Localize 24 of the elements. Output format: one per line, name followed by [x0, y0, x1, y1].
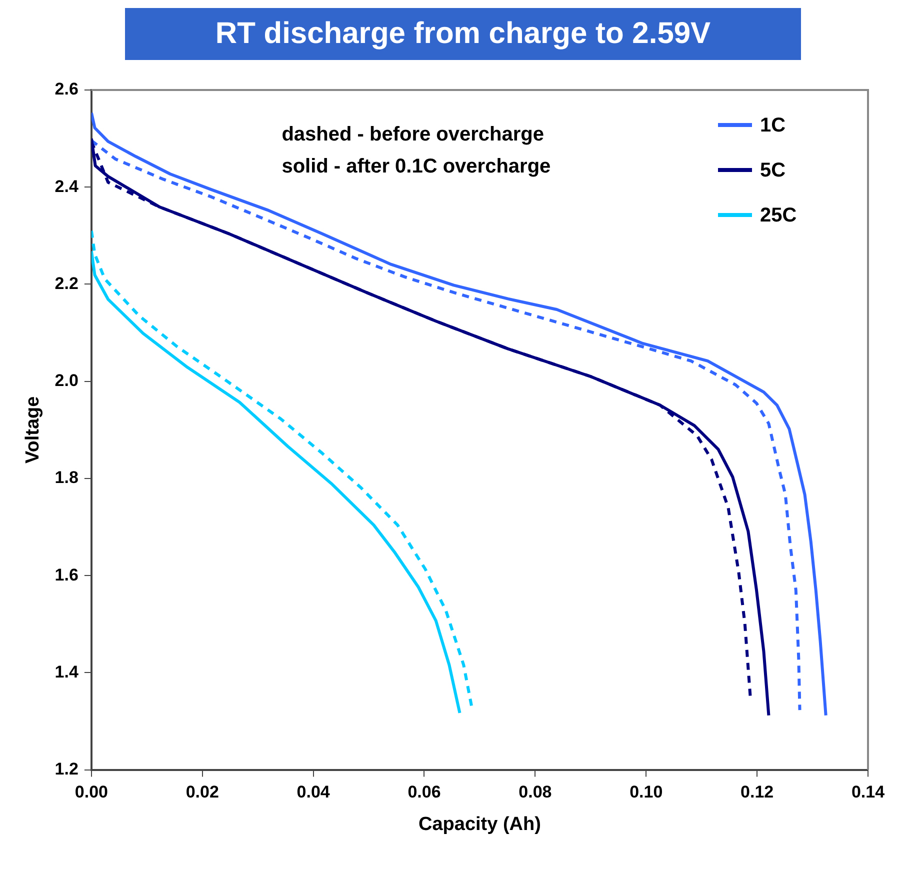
y-tick-label: 1.6 — [54, 565, 78, 584]
x-tick-label: 0.04 — [296, 782, 330, 802]
x-tick-label: 0.14 — [851, 782, 886, 802]
x-tick-label: 0.00 — [74, 782, 108, 802]
annotation: dashed - before overcharge — [282, 124, 544, 146]
x-tick-label: 0.12 — [740, 782, 774, 802]
chart-title: RT discharge from charge to 2.59V — [125, 8, 801, 60]
x-tick-label: 0.08 — [518, 782, 552, 802]
y-axis-title: Voltage — [22, 396, 44, 464]
y-tick-label: 1.8 — [54, 468, 78, 488]
legend-label: 5C — [760, 160, 786, 182]
x-tick-label: 0.10 — [630, 782, 663, 802]
x-tick-label: 0.06 — [408, 782, 441, 802]
y-tick-label: 2.2 — [54, 274, 78, 293]
y-tick-label: 2.6 — [54, 80, 78, 99]
y-tick-label: 2.4 — [54, 176, 79, 196]
y-tick-label: 1.2 — [54, 759, 78, 778]
legend-label: 1C — [760, 114, 786, 137]
y-tick-label: 2.0 — [54, 371, 78, 390]
annotation: solid - after 0.1C overcharge — [282, 156, 551, 178]
x-tick-label: 0.02 — [186, 782, 219, 802]
legend-label: 25C — [760, 204, 797, 227]
y-tick-label: 1.4 — [54, 662, 79, 682]
x-axis-title: Capacity (Ah) — [418, 814, 541, 835]
